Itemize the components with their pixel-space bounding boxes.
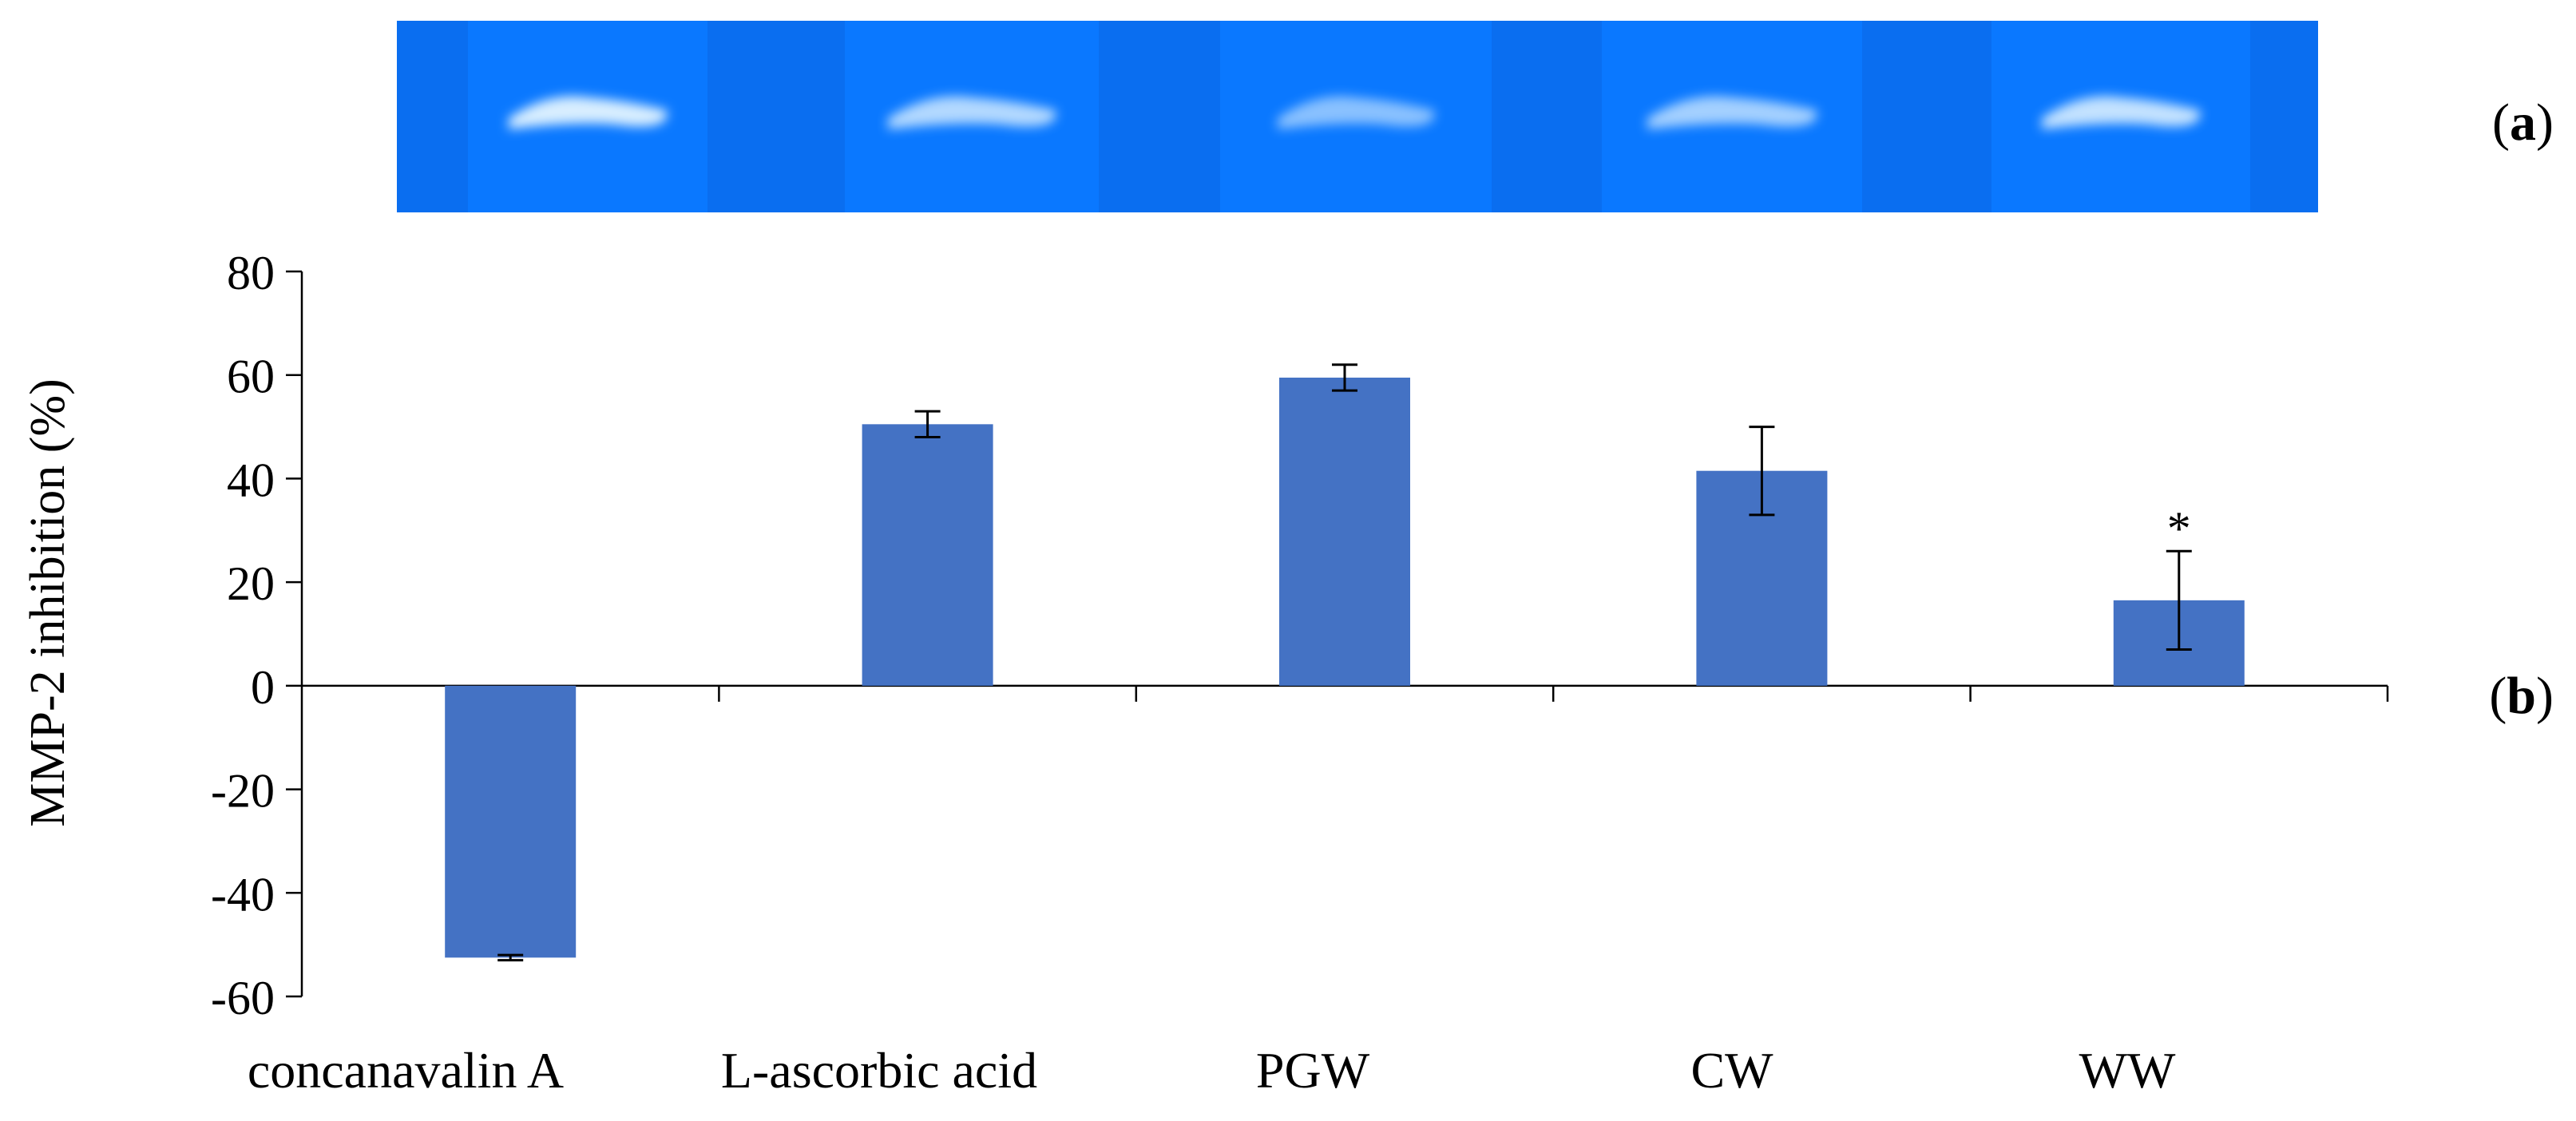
gel-band xyxy=(1647,96,1817,129)
error-bar xyxy=(1749,426,1775,517)
x-tick-label: PGW xyxy=(1256,1042,1370,1099)
y-tick-label: -60 xyxy=(211,972,275,1024)
x-tick-label: concanavalin A xyxy=(248,1042,564,1099)
y-tick-label: -20 xyxy=(211,765,275,818)
error-bar xyxy=(497,953,524,962)
gel-band xyxy=(888,96,1056,129)
x-tick-label: WW xyxy=(2079,1042,2176,1099)
y-tick-label: 80 xyxy=(227,247,275,299)
significance-marker: * xyxy=(2167,502,2191,555)
x-tick-label: L-ascorbic acid xyxy=(721,1042,1037,1099)
error-bar xyxy=(1332,363,1357,392)
y-tick-label: 40 xyxy=(227,454,275,506)
panel-label-b: (b) xyxy=(2489,667,2554,725)
bar-pgw xyxy=(1279,377,1410,686)
y-tick-label: 60 xyxy=(227,351,275,403)
gel-band xyxy=(1278,96,1435,129)
bar-l-ascorbic-acid xyxy=(862,424,993,686)
x-tick-label: CW xyxy=(1690,1042,1773,1099)
y-axis-label: MMP-2 inhibition (%) xyxy=(21,378,75,826)
gel-band xyxy=(2042,96,2201,129)
gel-zymography-image xyxy=(397,21,2318,212)
y-tick-label: 20 xyxy=(227,557,275,610)
panel-label-a: (a) xyxy=(2492,93,2554,152)
bar-concanavalin-a xyxy=(445,685,577,958)
error-bar xyxy=(914,410,941,439)
y-tick-label: -40 xyxy=(211,868,275,921)
gel-band xyxy=(509,96,668,129)
y-tick-label: 0 xyxy=(251,661,275,714)
error-bar xyxy=(2166,549,2192,651)
